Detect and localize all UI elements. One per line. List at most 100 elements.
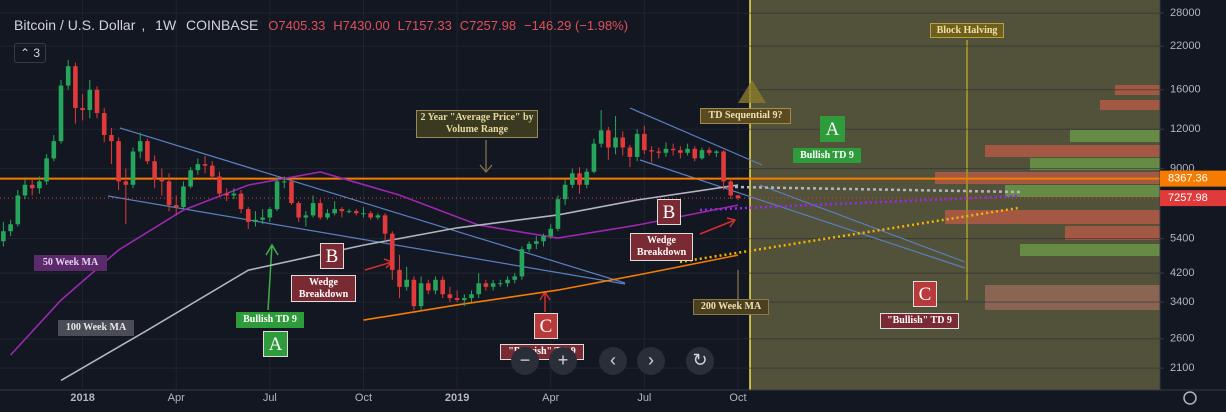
price-label-bg — [1160, 170, 1226, 187]
annotation: TD Sequential 9? — [700, 108, 791, 124]
candle-body — [685, 148, 690, 153]
candle-body — [80, 108, 85, 111]
annotation: 50 Week MA — [34, 255, 107, 271]
candle-body — [483, 283, 489, 287]
candle-body — [425, 283, 431, 291]
indicator-count: 3 — [33, 46, 41, 60]
candle-body — [217, 176, 222, 194]
x-tick-label: Jul — [263, 392, 277, 404]
candle-body — [505, 279, 510, 284]
indicator-toggle[interactable]: ⌃ 3 — [14, 43, 46, 63]
scroll-left-button[interactable]: ‹ — [599, 347, 627, 375]
ma-line — [363, 254, 739, 321]
candle-body — [37, 181, 42, 189]
exchange: COINBASE — [186, 17, 259, 33]
y-tick-label: 4200 — [1170, 267, 1194, 279]
candle-body — [173, 205, 179, 208]
candle-body — [94, 89, 100, 114]
y-tick-label: 28000 — [1170, 7, 1201, 19]
candle-body — [231, 193, 237, 196]
reset-button[interactable]: ↻ — [686, 347, 714, 375]
candle-body — [289, 181, 294, 204]
candle-body — [339, 209, 345, 212]
legend-high: H7430.00 — [333, 18, 390, 33]
candle-body — [188, 170, 193, 187]
x-tick-label: Oct — [355, 392, 372, 404]
candle-body — [145, 141, 150, 162]
candle-body — [735, 195, 741, 199]
candle-body — [606, 130, 611, 148]
annotation: 100 Week MA — [58, 320, 134, 336]
scroll-right-button[interactable]: › — [637, 347, 665, 375]
candle-body — [8, 224, 13, 232]
annotation: Bullish TD 9 — [793, 148, 861, 163]
x-tick-label: Jul — [637, 392, 651, 404]
annotation: Block Halving — [930, 23, 1004, 38]
x-tick-label: 2018 — [70, 392, 94, 404]
candle-body — [418, 283, 424, 307]
x-tick-label: Oct — [729, 392, 746, 404]
y-tick-label: 2100 — [1170, 362, 1194, 374]
zoom-in-button[interactable]: + — [549, 347, 577, 375]
candle-body — [202, 164, 208, 166]
candle-body — [116, 141, 121, 182]
candle-body — [22, 184, 28, 196]
candle-body — [670, 148, 676, 151]
candle-body — [382, 215, 388, 234]
candle-body — [260, 217, 265, 220]
candle-body — [123, 181, 129, 185]
annotation: Bullish TD 9 — [236, 312, 304, 328]
candle-body — [245, 209, 251, 222]
candle-body — [476, 283, 482, 295]
candle-body — [462, 298, 467, 301]
x-tick-label: Apr — [168, 392, 185, 404]
candle-body — [361, 213, 366, 215]
annotation: 2 Year "Average Price" by Volume Range — [416, 110, 538, 138]
annotation: 200 Week MA — [693, 299, 769, 315]
x-tick-label: 2019 — [445, 392, 469, 404]
candle-body — [642, 133, 647, 151]
candle-body — [591, 143, 597, 172]
candle-body — [274, 181, 280, 210]
candle-body — [534, 241, 539, 244]
annotation: A — [263, 331, 288, 357]
candle-body — [634, 133, 640, 157]
candle-body — [209, 165, 215, 177]
annotation: Wedge Breakdown — [291, 275, 356, 302]
y-tick-label: 22000 — [1170, 40, 1201, 52]
candle-body — [404, 279, 409, 287]
candle-body — [570, 173, 575, 185]
candle-body — [678, 150, 683, 153]
candle-body — [526, 243, 532, 250]
candle-body — [346, 211, 352, 213]
candle-body — [440, 279, 445, 295]
candle-body — [411, 279, 417, 307]
candle-body — [375, 215, 381, 218]
candle-body — [101, 113, 107, 136]
candle-body — [253, 219, 258, 222]
candle-body — [109, 135, 114, 142]
y-tick-label: 2600 — [1170, 333, 1194, 345]
candle-body — [267, 209, 273, 218]
candle-body — [613, 137, 618, 148]
settings-icon[interactable] — [1183, 391, 1197, 405]
candle-body — [562, 184, 568, 200]
volume-profile — [935, 85, 1160, 310]
candle-body — [541, 236, 546, 242]
y-tick-label: 5400 — [1170, 233, 1194, 245]
candle-body — [620, 137, 626, 148]
candle-body — [454, 298, 460, 301]
header: Bitcoin / U.S. Dollar, 1W COINBASE O7405… — [14, 17, 629, 33]
price-label-bg — [1160, 190, 1226, 207]
legend-open: O7405.33 — [268, 18, 326, 33]
legend-low: L7157.33 — [397, 18, 452, 33]
candle-body — [706, 150, 712, 153]
candle-body — [1, 231, 6, 242]
zoom-out-button[interactable]: − — [511, 347, 539, 375]
candle-body — [152, 161, 157, 180]
candle-body — [130, 151, 136, 185]
annotation: B — [320, 243, 344, 269]
candle-body — [325, 213, 330, 218]
